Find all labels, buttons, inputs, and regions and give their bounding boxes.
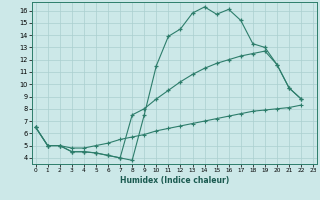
- X-axis label: Humidex (Indice chaleur): Humidex (Indice chaleur): [120, 176, 229, 185]
